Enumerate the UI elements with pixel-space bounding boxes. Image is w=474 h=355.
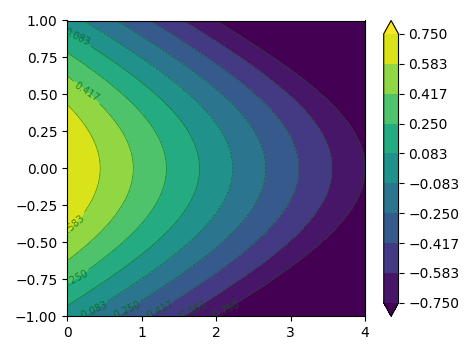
Text: 0.250: 0.250 — [61, 268, 90, 290]
Text: 0.083: 0.083 — [63, 27, 91, 48]
Text: 0.583: 0.583 — [59, 213, 87, 239]
Text: -0.417: -0.417 — [143, 299, 175, 322]
PathPatch shape — [384, 21, 399, 34]
PathPatch shape — [384, 303, 399, 316]
Text: -0.083: -0.083 — [77, 299, 109, 322]
Text: 0.417: 0.417 — [73, 80, 101, 104]
Text: -0.750: -0.750 — [209, 299, 242, 322]
Text: -0.250: -0.250 — [109, 299, 142, 322]
Text: -0.583: -0.583 — [176, 299, 209, 322]
